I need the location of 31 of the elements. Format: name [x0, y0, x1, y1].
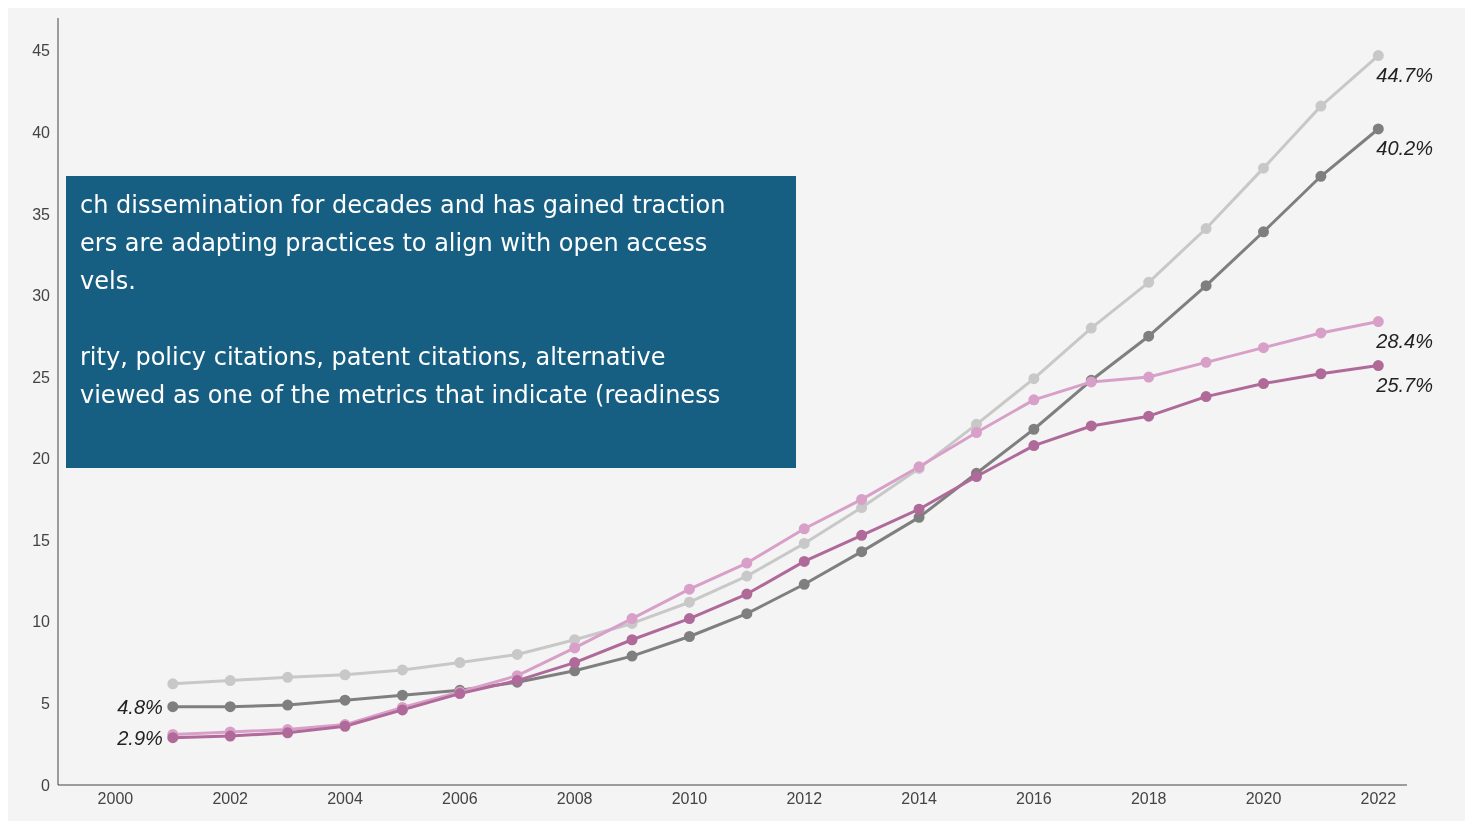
x-tick-label: 2012 [786, 790, 823, 808]
y-tick-label: 20 [32, 450, 51, 468]
x-tick-label: 2002 [212, 790, 249, 808]
y-tick-label: 45 [32, 42, 51, 60]
data-label: 2.9% [116, 726, 163, 749]
data-label: 28.4% [1375, 329, 1434, 352]
data-label: 4.8% [117, 695, 163, 718]
annotation: rity, policy citations, patent citations, alternative viewed as one of the metrics that indicate (readiness [80, 342, 722, 411]
data-label: 40.2% [1376, 136, 1434, 159]
x-tick-label: 2004 [327, 790, 363, 808]
y-tick-label: 10 [32, 613, 51, 631]
x-tick-label: 2008 [556, 790, 593, 808]
y-tick-label: 25 [32, 368, 51, 386]
x-tick-label: 2000 [97, 790, 134, 808]
x-tick-label: 2022 [1360, 790, 1397, 808]
x-tick-label: 2014 [901, 790, 937, 808]
x-tick-label: 2020 [1245, 790, 1282, 808]
text-panel: ch dissemination for decades and has gained traction ers are adapting practices to align with open access vels. rity, policy citations, patent citations, alternative viewed as one of the metrics that indicate (readiness [66, 176, 796, 468]
x-tick-label: 2010 [671, 790, 708, 808]
x-tick-label: 2018 [1130, 790, 1167, 808]
y-tick-label: 15 [32, 531, 51, 549]
y-tick-label: 30 [32, 287, 51, 305]
data-label: 44.7% [1376, 63, 1434, 86]
data-label: 25.7% [1375, 373, 1434, 396]
annotation: ch dissemination for decades and has gained traction ers are adapting practices to align with open access vels. [80, 190, 727, 297]
y-tick-label: 0 [41, 776, 51, 794]
y-tick-label: 40 [32, 123, 51, 141]
y-tick-label: 5 [41, 695, 51, 713]
x-tick-label: 2016 [1016, 790, 1052, 808]
y-tick-label: 35 [32, 205, 51, 223]
x-tick-label: 2006 [442, 790, 478, 808]
